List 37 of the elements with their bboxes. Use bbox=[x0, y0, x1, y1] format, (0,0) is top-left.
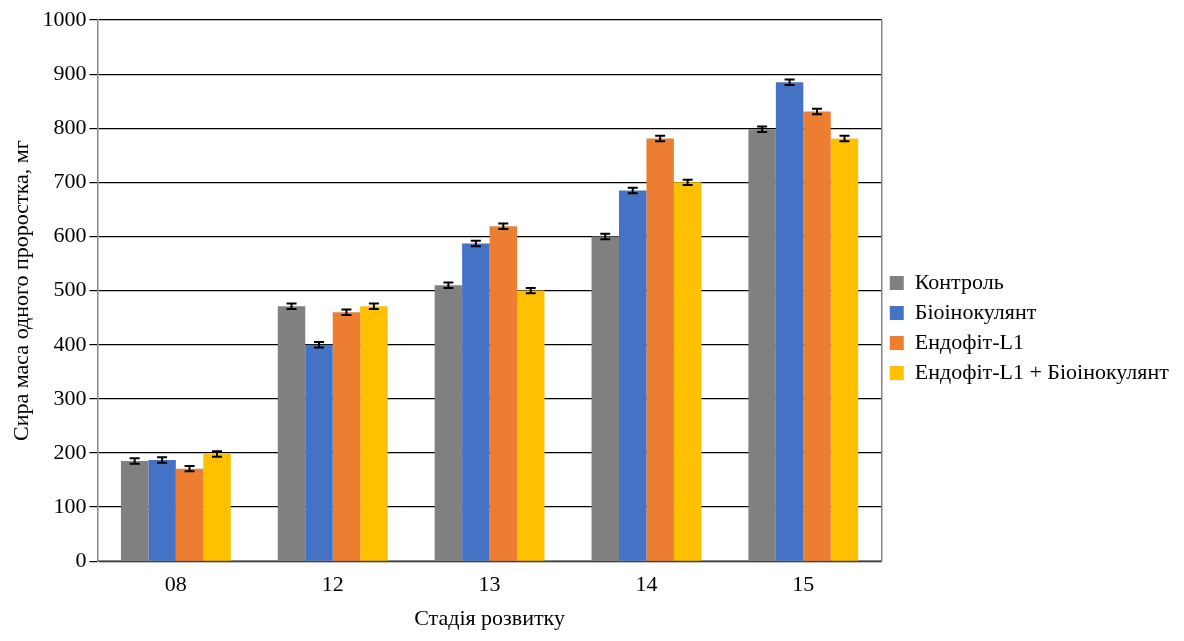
y-tick-label: 800 bbox=[53, 114, 87, 140]
y-tick-label: 300 bbox=[53, 384, 87, 410]
bar bbox=[517, 290, 545, 561]
bar bbox=[673, 182, 702, 561]
y-axis-title: Сира маса одного проростка, мг bbox=[7, 140, 33, 441]
legend-label: Ендофіт-L1 bbox=[914, 328, 1024, 354]
y-tick-label: 900 bbox=[53, 59, 87, 85]
bar bbox=[646, 138, 674, 561]
bar bbox=[203, 454, 231, 561]
bar bbox=[305, 344, 333, 561]
x-tick-label: 08 bbox=[164, 571, 187, 597]
bar bbox=[148, 460, 176, 561]
bar bbox=[175, 468, 204, 561]
x-tick-label: 12 bbox=[321, 571, 344, 597]
bar bbox=[803, 111, 831, 561]
bar bbox=[360, 306, 388, 561]
legend-label: Контроль bbox=[914, 268, 1004, 294]
y-tick-label: 500 bbox=[53, 276, 87, 302]
legend-label: Біоінокулянт bbox=[914, 298, 1037, 324]
y-tick-label: 1000 bbox=[42, 5, 87, 31]
bar bbox=[489, 226, 518, 561]
bar bbox=[775, 82, 804, 561]
bar bbox=[462, 243, 490, 561]
y-tick-label: 400 bbox=[53, 330, 87, 356]
y-tick-label: 100 bbox=[53, 492, 87, 518]
x-axis-title: Стадія розвитку bbox=[414, 604, 565, 630]
y-tick-label: 0 bbox=[75, 546, 87, 572]
bar bbox=[830, 138, 859, 561]
bar bbox=[618, 190, 647, 561]
x-tick-label: 15 bbox=[792, 571, 815, 597]
y-tick-label: 600 bbox=[53, 222, 87, 248]
bar bbox=[332, 312, 361, 561]
x-tick-label: 13 bbox=[478, 571, 501, 597]
y-tick-label: 200 bbox=[53, 438, 87, 464]
y-tick-label: 700 bbox=[53, 168, 87, 194]
x-tick-label: 14 bbox=[635, 571, 658, 597]
legend-label: Ендофіт-L1 + Біоінокулянт bbox=[914, 358, 1170, 384]
